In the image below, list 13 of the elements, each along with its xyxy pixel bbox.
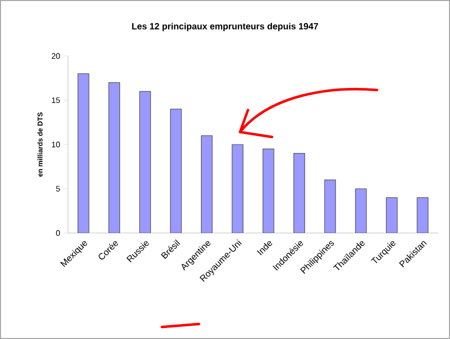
bar — [293, 153, 306, 233]
bar — [232, 144, 244, 233]
x-tick-label: Inde — [256, 241, 272, 256]
bar — [139, 91, 151, 233]
bar — [416, 197, 428, 233]
bar — [78, 73, 90, 233]
bar — [262, 148, 274, 233]
chart-title: Les 12 principaux emprunteurs depuis 1947 — [132, 22, 318, 32]
bar — [170, 108, 182, 233]
bar — [324, 180, 336, 233]
bar — [108, 82, 120, 233]
bar — [200, 135, 213, 233]
bar — [386, 197, 398, 233]
